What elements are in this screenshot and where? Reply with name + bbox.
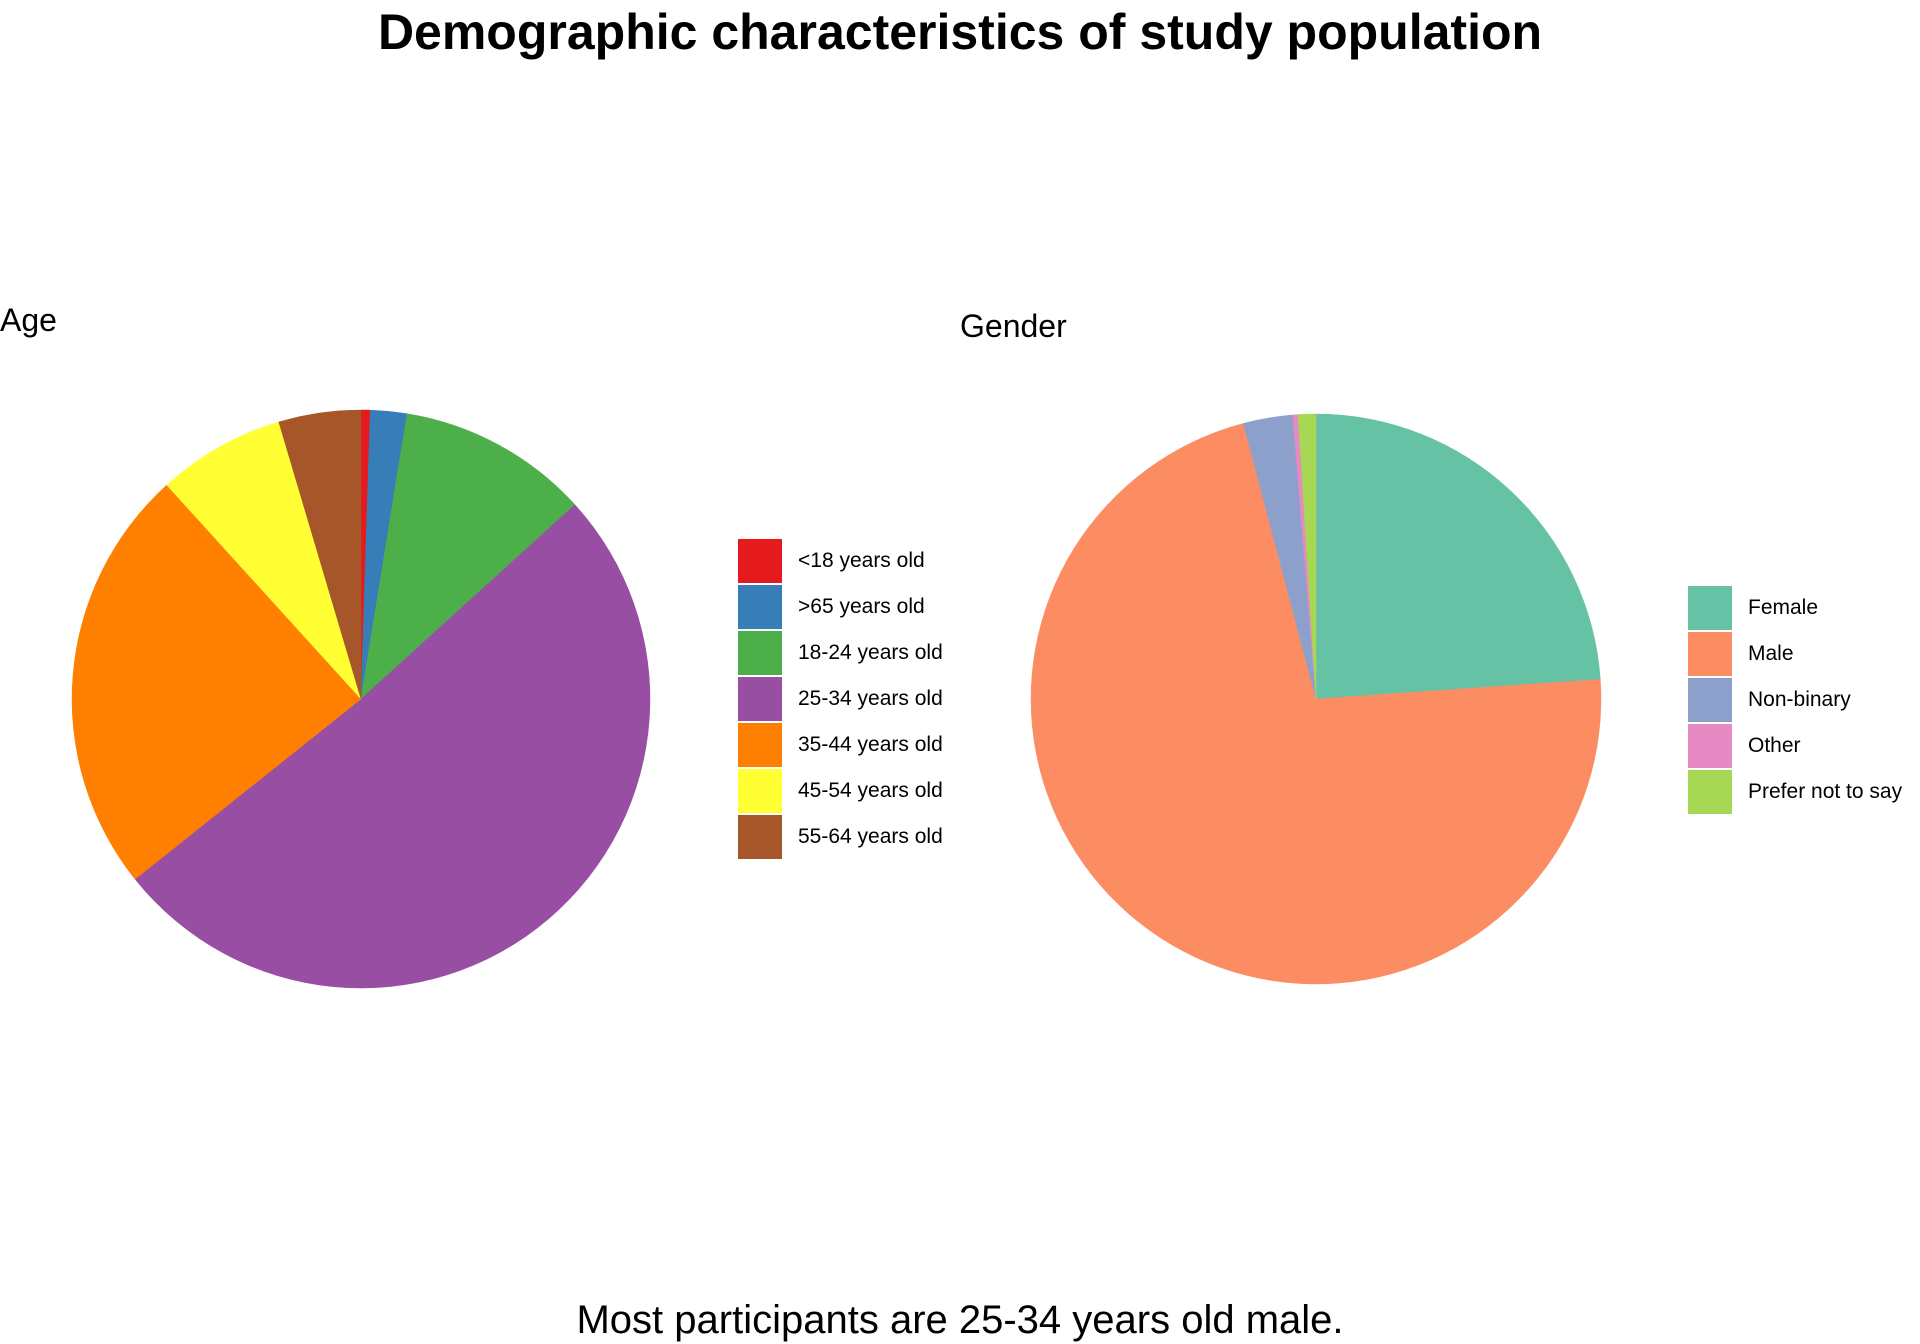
gender-slice-non-binary [1243,414,1317,700]
age-legend-key-lt18-years-old [738,539,782,583]
age-legend-item: 35-44 years old [738,723,943,767]
gender-slice-other [1292,414,1317,700]
age-slice-18-24-years-old [360,413,576,700]
gender-legend-label: Prefer not to say [1748,780,1903,803]
gender-pie [1030,413,1602,985]
gender-legend-item: Prefer not to say [1688,770,1902,814]
gender-legend-key-female [1688,586,1732,630]
age-legend-label: <18 years old [798,549,925,572]
gender-legend-item: Non-binary [1688,678,1851,722]
gender-slice-male [1030,423,1602,985]
gender-legend-label: Other [1748,734,1801,757]
chart-caption: Most participants are 25-34 years old ma… [576,1298,1344,1342]
age-legend-key-gt65-years-old [738,585,782,629]
age-legend-key-55-64-years-old [738,815,782,859]
gender-legend-key-other [1688,724,1732,768]
gender-legend-item: Female [1688,586,1818,630]
age-legend-item: 18-24 years old [738,631,943,675]
age-slice-25-34-years-old [134,504,651,989]
age-legend-item: 45-54 years old [738,769,943,813]
gender-slice-female [1315,413,1601,700]
age-legend-key-35-44-years-old [738,723,782,767]
age-legend-item: 25-34 years old [738,677,943,721]
gender-legend-item: Male [1688,632,1794,676]
age-slice-gt65-years-old [360,409,408,700]
gender-legend-key-non-binary [1688,678,1732,722]
age-legend-label: >65 years old [798,595,925,618]
age-legend-label: 18-24 years old [798,641,943,664]
gender-slice-prefer-not-to-say [1297,413,1317,700]
age-legend-key-25-34-years-old [738,677,782,721]
gender-legend-label: Non-binary [1748,688,1851,711]
age-legend-label: 35-44 years old [798,733,943,756]
age-slice-35-44-years-old [71,484,362,880]
age-legend-label: 55-64 years old [798,825,943,848]
gender-legend-item: Other [1688,724,1801,768]
age-slice-55-64-years-old [278,409,362,700]
gender-panel-title: Gender [960,308,1067,344]
age-legend-label: 45-54 years old [798,779,943,802]
age-legend-item: >65 years old [738,585,925,629]
age-slice-45-54-years-old [166,421,362,700]
gender-legend-label: Female [1748,596,1819,619]
age-legend-item: 55-64 years old [738,815,943,859]
gender-legend-key-male [1688,632,1732,676]
gender-legend-key-prefer-not-to-say [1688,770,1732,814]
age-legend-label: 25-34 years old [798,687,943,710]
age-legend-key-45-54-years-old [738,769,782,813]
chart-title: Demographic characteristics of study pop… [377,4,1543,60]
age-pie [71,409,651,989]
age-slice-lt18-years-old [360,409,371,700]
gender-legend-label: Male [1748,642,1794,665]
age-legend-key-18-24-years-old [738,631,782,675]
age-legend-item: <18 years old [738,539,925,583]
age-panel-title: Age [0,302,57,338]
